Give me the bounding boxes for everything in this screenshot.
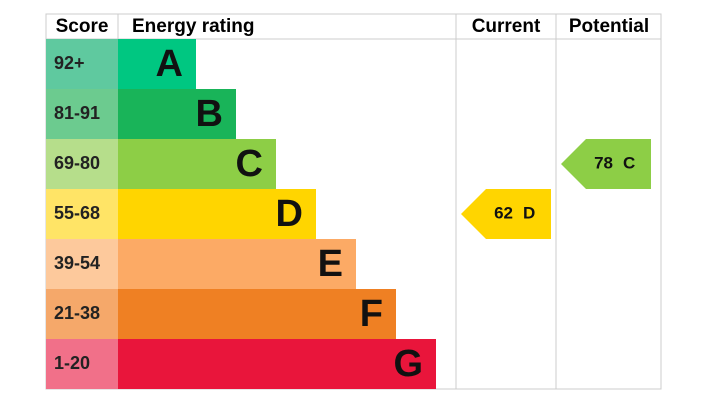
score-cell xyxy=(46,289,118,339)
band-letter: D xyxy=(276,193,303,235)
current-value: 62 xyxy=(494,203,513,222)
potential-letter: C xyxy=(623,153,635,172)
band-letter: G xyxy=(393,343,423,385)
score-range: 92+ xyxy=(54,53,85,73)
rating-bar xyxy=(118,289,396,339)
current-arrow xyxy=(461,189,551,239)
score-cell xyxy=(46,39,118,89)
score-range: 81-91 xyxy=(54,103,100,123)
score-range: 55-68 xyxy=(54,203,100,223)
potential-value: 78 xyxy=(594,153,613,172)
band-letter: B xyxy=(196,93,223,135)
band-letter: E xyxy=(318,243,343,285)
rating-bar xyxy=(118,89,236,139)
score-range: 21-38 xyxy=(54,303,100,323)
score-cell xyxy=(46,339,118,389)
potential-arrow xyxy=(561,139,651,189)
score-cell xyxy=(46,139,118,189)
score-range: 1-20 xyxy=(54,353,90,373)
rating-bar xyxy=(118,189,316,239)
band-letter: A xyxy=(156,43,183,85)
band-letter: C xyxy=(236,143,263,185)
header-potential: Potential xyxy=(569,16,649,37)
rating-bar xyxy=(118,39,196,89)
score-cell xyxy=(46,89,118,139)
score-range: 69-80 xyxy=(54,153,100,173)
current-letter: D xyxy=(523,203,535,222)
band-letter: F xyxy=(360,293,383,335)
rating-bar xyxy=(118,139,276,189)
rating-bar xyxy=(118,339,436,389)
score-cell xyxy=(46,189,118,239)
header-current: Current xyxy=(472,16,541,37)
score-range: 39-54 xyxy=(54,253,100,273)
header-score: Score xyxy=(56,16,109,37)
score-cell xyxy=(46,239,118,289)
header-rating: Energy rating xyxy=(132,16,254,37)
rating-bar xyxy=(118,239,356,289)
